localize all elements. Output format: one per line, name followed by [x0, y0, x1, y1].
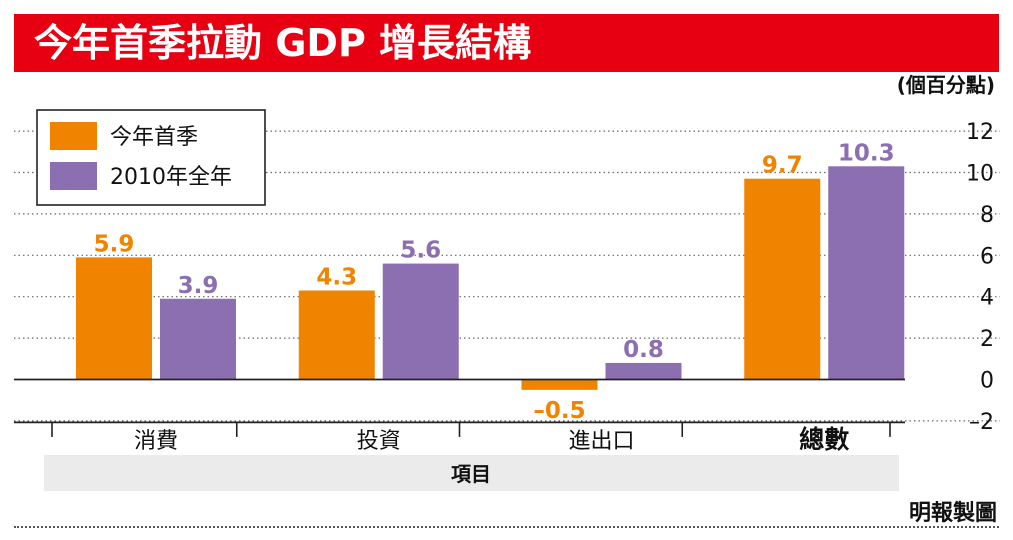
- bar: [828, 166, 905, 380]
- legend-swatch: [50, 122, 97, 150]
- bar: [160, 298, 236, 380]
- bar: [605, 362, 682, 380]
- data-label: 5.9: [94, 231, 135, 257]
- footer-divider: [14, 526, 999, 528]
- y-tick-label: 8: [980, 203, 994, 228]
- title-banner: 今年首季拉動 GDP 增長結構: [14, 14, 999, 72]
- bars: [76, 166, 905, 390]
- data-label: 10.3: [838, 140, 895, 166]
- data-label: 3.9: [178, 273, 219, 299]
- chart-title: 今年首季拉動 GDP 增長結構: [34, 21, 532, 65]
- category-label: 進出口: [568, 429, 634, 454]
- bar: [298, 290, 375, 380]
- y-tick-label: 0: [980, 369, 994, 394]
- y-tick-label: 6: [980, 244, 994, 269]
- legend: 今年首季 2010年全年: [36, 109, 266, 206]
- axis-label-band: [44, 455, 899, 491]
- x-axis-title: 項目: [451, 462, 491, 486]
- data-label: 9.7: [762, 153, 803, 179]
- source-credit: 明報製圖: [908, 501, 997, 526]
- legend-label: 2010年全年: [110, 165, 232, 190]
- bar: [382, 263, 459, 380]
- category-label: 消費: [134, 429, 178, 454]
- y-tick-label: 2: [980, 327, 994, 352]
- data-label: 0.8: [623, 337, 664, 363]
- axes: [14, 378, 905, 437]
- data-label: –0.5: [533, 398, 585, 424]
- legend-swatch: [50, 162, 97, 190]
- data-label: 5.6: [400, 238, 441, 264]
- bar: [521, 379, 598, 390]
- data-label: 4.3: [316, 264, 357, 290]
- y-tick-label: –2: [969, 410, 994, 435]
- x-axis-title-band: [44, 455, 899, 491]
- y-tick-label: 12: [966, 120, 994, 145]
- y-tick-label: 10: [966, 162, 994, 187]
- bar: [744, 178, 821, 380]
- y-tick-label: 4: [980, 286, 994, 311]
- labels: –2 0 2 4 6 8 10 12 (個百分點) 5.9 4.3 –0.5 9.7 3.9 5.6 0.8 1…: [94, 73, 995, 486]
- bar: [76, 257, 152, 380]
- legend-label: 今年首季: [110, 125, 198, 150]
- category-label: 投資: [357, 429, 401, 454]
- category-label: 總數: [799, 425, 849, 454]
- y-axis-label: (個百分點): [897, 73, 995, 97]
